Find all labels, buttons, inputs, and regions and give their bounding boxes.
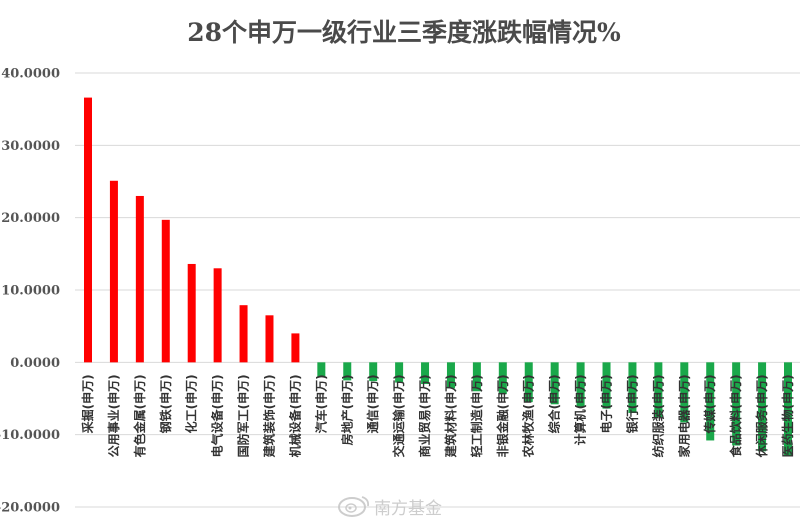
bar	[680, 362, 689, 423]
y-tick-label: 0.0000	[10, 356, 60, 371]
bar	[161, 219, 170, 363]
x-axis-labels: 采掘(申万) 公用事业(申万) 有色金属(申万) 钢铁(申万) 化工(申万) 电气设备(申…	[80, 374, 795, 458]
bar	[550, 362, 559, 405]
bar	[343, 362, 352, 381]
x-tick-label: 休闲服务(申万)	[754, 374, 769, 458]
x-tick-label: 轻工制造(申万)	[469, 374, 484, 457]
x-tick-label: 建筑装饰(申万)	[261, 374, 276, 458]
y-tick-label: 30.0000	[1, 139, 60, 154]
bar	[421, 362, 430, 385]
x-tick-label: 电气设备(申万)	[210, 374, 225, 457]
bar	[758, 362, 767, 452]
bar	[239, 305, 248, 363]
bar	[602, 362, 611, 409]
x-tick-label: 化工(申万)	[184, 374, 199, 433]
bar	[472, 362, 481, 392]
x-tick-label: 传媒(申万)	[702, 374, 717, 434]
y-tick-label: 40.0000	[1, 67, 60, 82]
x-tick-label: 农林牧渔(申万)	[521, 374, 536, 458]
x-tick-label: 机械设备(申万)	[287, 374, 302, 457]
bar	[576, 362, 585, 408]
x-tick-label: 商业贸易(申万)	[417, 374, 432, 457]
bar	[109, 180, 118, 363]
x-tick-label: 食品饮料(申万)	[728, 374, 743, 458]
x-tick-label: 建筑材料(申万)	[443, 374, 458, 458]
x-tick-label: 纺织服装(申万)	[650, 374, 665, 457]
bar	[524, 362, 533, 403]
x-tick-label: 钢铁(申万)	[158, 374, 173, 433]
x-tick-label: 房地产(申万)	[339, 374, 354, 445]
x-tick-label: 家用电器(申万)	[676, 374, 691, 457]
bar	[369, 362, 378, 382]
x-tick-label: 汽车(申万)	[313, 374, 328, 433]
bar	[706, 362, 715, 441]
bar	[395, 362, 404, 383]
bar	[84, 97, 92, 363]
bar	[317, 362, 326, 377]
x-tick-label: 电子(申万)	[599, 374, 614, 433]
x-tick-label: 计算机(申万)	[573, 374, 588, 445]
y-tick-label: -20.0000	[0, 501, 60, 516]
x-tick-label: 通信(申万)	[365, 374, 380, 433]
x-tick-label: 国防军工(申万)	[236, 374, 251, 457]
x-tick-label: 公用事业(申万)	[106, 374, 121, 457]
x-tick-label: 银行(申万)	[624, 374, 639, 433]
x-tick-label: 采掘(申万)	[80, 374, 95, 434]
x-tick-label: 综合(申万)	[547, 374, 562, 433]
y-axis-ticks: 40.0000 30.0000 20.0000 10.0000 0.0000 -10.00…	[0, 67, 60, 516]
x-tick-label: 交通运输(申万)	[391, 374, 406, 457]
weibo-icon	[338, 496, 370, 517]
watermark: 南方基金	[338, 496, 442, 519]
bar	[265, 315, 274, 363]
y-tick-label: -10.0000	[0, 428, 60, 443]
watermark-text: 南方基金	[374, 499, 442, 519]
gridlines	[75, 72, 800, 508]
bars	[84, 97, 792, 457]
x-tick-label: 非银金融(申万)	[495, 374, 510, 457]
bar	[498, 362, 507, 395]
bar	[446, 362, 455, 389]
bar	[732, 362, 741, 446]
bar	[784, 362, 792, 457]
x-tick-label: 有色金属(申万)	[132, 374, 147, 457]
y-tick-label: 20.0000	[1, 211, 60, 226]
chart-title: 28个申万一级行业三季度涨跌幅情况%	[187, 18, 621, 47]
bar	[628, 362, 637, 413]
bar	[291, 333, 300, 363]
bar	[135, 195, 144, 363]
y-tick-label: 10.0000	[1, 284, 60, 299]
bar	[187, 263, 196, 363]
x-tick-label: 医药生物(申万)	[780, 374, 795, 457]
bar	[654, 362, 663, 418]
bar	[213, 268, 222, 363]
